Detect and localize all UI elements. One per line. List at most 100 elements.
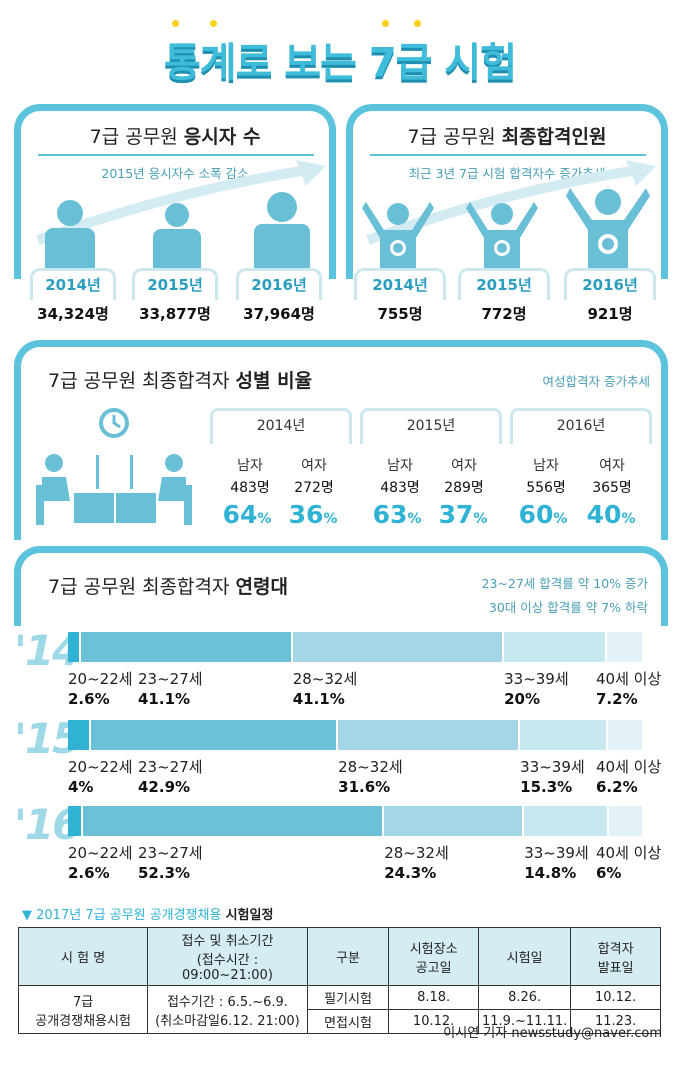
age-category-label: 40세 이상 xyxy=(596,670,662,688)
winner-icon xyxy=(466,202,538,268)
age-panel xyxy=(14,546,668,626)
applicants-title: 7급 공무원 응시자 수 xyxy=(89,126,261,148)
header-notice: 시험장소 공고일 xyxy=(388,927,479,986)
age-note-2: 30대 이상 합격률 약 7% 하락 xyxy=(488,600,648,615)
year-tab: 2016년 xyxy=(510,408,652,444)
age-segment xyxy=(68,720,90,750)
divider xyxy=(370,154,646,156)
male-pct: 63% xyxy=(372,500,422,529)
age-segment xyxy=(504,632,605,662)
age-category-label: 23~27세 xyxy=(138,844,203,862)
age-category-label: 28~32세 xyxy=(384,844,449,862)
applicant-count: 33,877명 xyxy=(139,305,211,323)
female-label: 여자 xyxy=(599,458,625,474)
age-category-label: 33~39세 xyxy=(504,670,569,688)
age-segment xyxy=(606,632,642,662)
age-value-label: 24.3% xyxy=(384,864,437,882)
year-tab: 2015년 xyxy=(360,408,502,444)
applicant-count: 34,324명 xyxy=(37,305,109,323)
age-category-label: 20~22세 xyxy=(68,844,133,862)
age-title: 7급 공무원 최종합격자 연령대 xyxy=(48,576,288,598)
winner-icon xyxy=(362,202,434,268)
result-cell: 10.12. xyxy=(570,985,661,1010)
age-category-label: 20~22세 xyxy=(68,670,133,688)
age-value-label: 31.6% xyxy=(338,778,391,796)
passer-count: 755명 xyxy=(377,305,423,323)
person-icon xyxy=(45,200,95,270)
age-segment xyxy=(81,632,291,662)
age-segment xyxy=(384,806,523,836)
female-count: 272명 xyxy=(294,480,334,496)
applicants-subtitle: 2015년 응시자수 소폭 감소 xyxy=(101,166,249,181)
male-count: 483명 xyxy=(230,480,270,496)
age-value-label: 41.1% xyxy=(138,690,191,708)
age-category-label: 28~32세 xyxy=(338,758,403,776)
female-pct: 37% xyxy=(438,500,488,529)
age-value-label: 20% xyxy=(504,690,541,708)
gender-panel xyxy=(14,340,668,540)
year-box: 2014년 xyxy=(354,268,446,300)
age-category-label: 33~39세 xyxy=(524,844,589,862)
female-label: 여자 xyxy=(301,458,327,474)
age-value-label: 52.3% xyxy=(138,864,191,882)
age-category-label: 28~32세 xyxy=(292,670,358,688)
person-icon xyxy=(153,203,201,269)
year-box: 2016년 xyxy=(236,268,322,300)
title-dot xyxy=(172,20,179,27)
male-pct: 60% xyxy=(518,500,568,529)
age-segment xyxy=(68,632,80,662)
age-value-label: 6% xyxy=(596,864,622,882)
age-segment xyxy=(82,806,383,836)
age-category-label: 40세 이상 xyxy=(596,758,662,776)
passer-count: 772명 xyxy=(481,305,527,323)
title-dot xyxy=(414,20,421,27)
exam-date-cell: 11.9.~11.11. xyxy=(477,1009,572,1034)
passers-title: 7급 공무원 최종합격인원 xyxy=(407,126,607,148)
female-label: 여자 xyxy=(451,458,477,474)
type-cell: 필기시험 xyxy=(306,985,390,1010)
trend-arrow-icon xyxy=(366,160,656,245)
header-exam-name: 시 험 명 xyxy=(17,927,149,986)
person-icon xyxy=(254,192,310,272)
age-value-label: 2.6% xyxy=(68,690,110,708)
year-tab: 2014년 xyxy=(210,408,352,444)
schedule-table: 시 험 명 접수 및 취소기간 (접수시간 : 09:00~21:00) 구분 시… xyxy=(17,927,661,1034)
age-value-label: 6.2% xyxy=(596,778,638,796)
header-exam-date: 시험일 xyxy=(477,927,572,986)
passers-panel xyxy=(346,104,668,279)
age-stacked-bar xyxy=(68,806,644,836)
age-segment xyxy=(338,720,519,750)
header-period: 접수 및 취소기간 (접수시간 : 09:00~21:00) xyxy=(147,927,308,986)
year-box: 2016년 xyxy=(564,268,656,300)
female-count: 365명 xyxy=(592,480,632,496)
page-title: 통계로 보는 7급 시험 xyxy=(163,40,517,86)
male-label: 남자 xyxy=(533,458,559,474)
age-value-label: 7.2% xyxy=(596,690,638,708)
trend-arrow-icon xyxy=(36,160,326,245)
winner-icon xyxy=(566,188,650,268)
year-box: 2014년 xyxy=(30,268,116,300)
schedule-heading: ▼ 2017년 7급 공무원 공개경쟁채용 시험일정 xyxy=(22,908,274,923)
age-value-label: 2.6% xyxy=(68,864,110,882)
age-segment xyxy=(520,720,607,750)
age-segment xyxy=(91,720,337,750)
gender-title: 7급 공무원 최종합격자 성별 비율 xyxy=(48,370,313,392)
applicants-panel xyxy=(14,104,336,279)
age-segment xyxy=(68,806,81,836)
male-pct: 64% xyxy=(222,500,272,529)
age-segment xyxy=(292,632,503,662)
age-stacked-bar xyxy=(68,720,644,750)
female-pct: 36% xyxy=(288,500,338,529)
passers-subtitle: 최근 3년 7급 시험 합격자수 증가추세 xyxy=(408,166,606,181)
age-note-1: 23~27세 합격률 약 10% 증가 xyxy=(481,576,648,591)
age-value-label: 15.3% xyxy=(520,778,573,796)
female-count: 289명 xyxy=(444,480,484,496)
age-value-label: 14.8% xyxy=(524,864,577,882)
result-cell: 11.23. xyxy=(570,1009,661,1034)
applicant-count: 37,964명 xyxy=(243,305,315,323)
male-label: 남자 xyxy=(237,458,263,474)
male-count: 483명 xyxy=(380,480,420,496)
gender-note: 여성합격자 증가추세 xyxy=(542,374,650,389)
credit: 이시연 기자 newsstudy@naver.com xyxy=(443,1026,662,1041)
exam-name-cell: 7급 공개경쟁채용시험 xyxy=(17,985,149,1034)
